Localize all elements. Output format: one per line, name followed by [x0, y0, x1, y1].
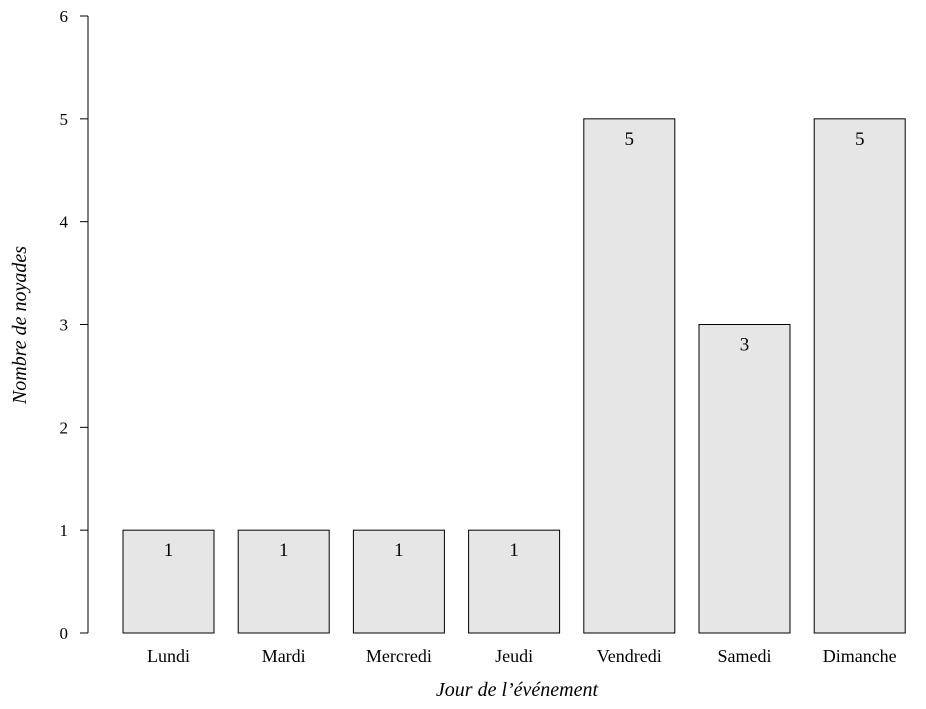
x-tick-label: Mercredi: [366, 646, 432, 666]
y-tick-label: 0: [60, 624, 69, 643]
data-label: 1: [279, 540, 289, 561]
x-axis: Lundi Mardi Mercredi Jeudi Vendredi Samedi Dim…: [147, 646, 897, 666]
x-tick-label: Samedi: [718, 646, 772, 666]
x-axis-title: Jour de l’événement: [436, 679, 599, 701]
bar-vendredi: [583, 118, 676, 634]
y-tick-label: 1: [60, 521, 69, 540]
data-label: 1: [509, 540, 519, 561]
bar-samedi: [698, 324, 791, 634]
data-label: 5: [855, 129, 865, 150]
y-tick-label: 5: [60, 110, 69, 129]
data-label: 1: [164, 540, 174, 561]
bar-mardi: [237, 529, 330, 634]
data-label: 5: [625, 129, 635, 150]
x-tick-label: Lundi: [147, 646, 190, 666]
bar-lundi: [122, 529, 215, 634]
bar-jeudi: [468, 529, 561, 634]
y-axis: 0 1 2 3 4 5 6: [60, 7, 89, 643]
data-label: 3: [740, 335, 750, 356]
bar-mercredi: [352, 529, 445, 634]
x-tick-label: Dimanche: [823, 646, 897, 666]
x-tick-label: Mardi: [262, 646, 306, 666]
y-axis-title: Nombre de noyades: [9, 246, 31, 405]
y-tick-label: 2: [60, 418, 69, 437]
y-tick-label: 4: [60, 213, 69, 232]
y-tick-label: 6: [60, 7, 69, 26]
bars: 1 1 1 1 5 3 5: [122, 118, 906, 634]
data-label: 1: [394, 540, 404, 561]
y-tick-label: 3: [60, 316, 69, 335]
x-tick-label: Vendredi: [597, 646, 662, 666]
bar-dimanche: [813, 118, 906, 634]
x-tick-label: Jeudi: [495, 646, 533, 666]
